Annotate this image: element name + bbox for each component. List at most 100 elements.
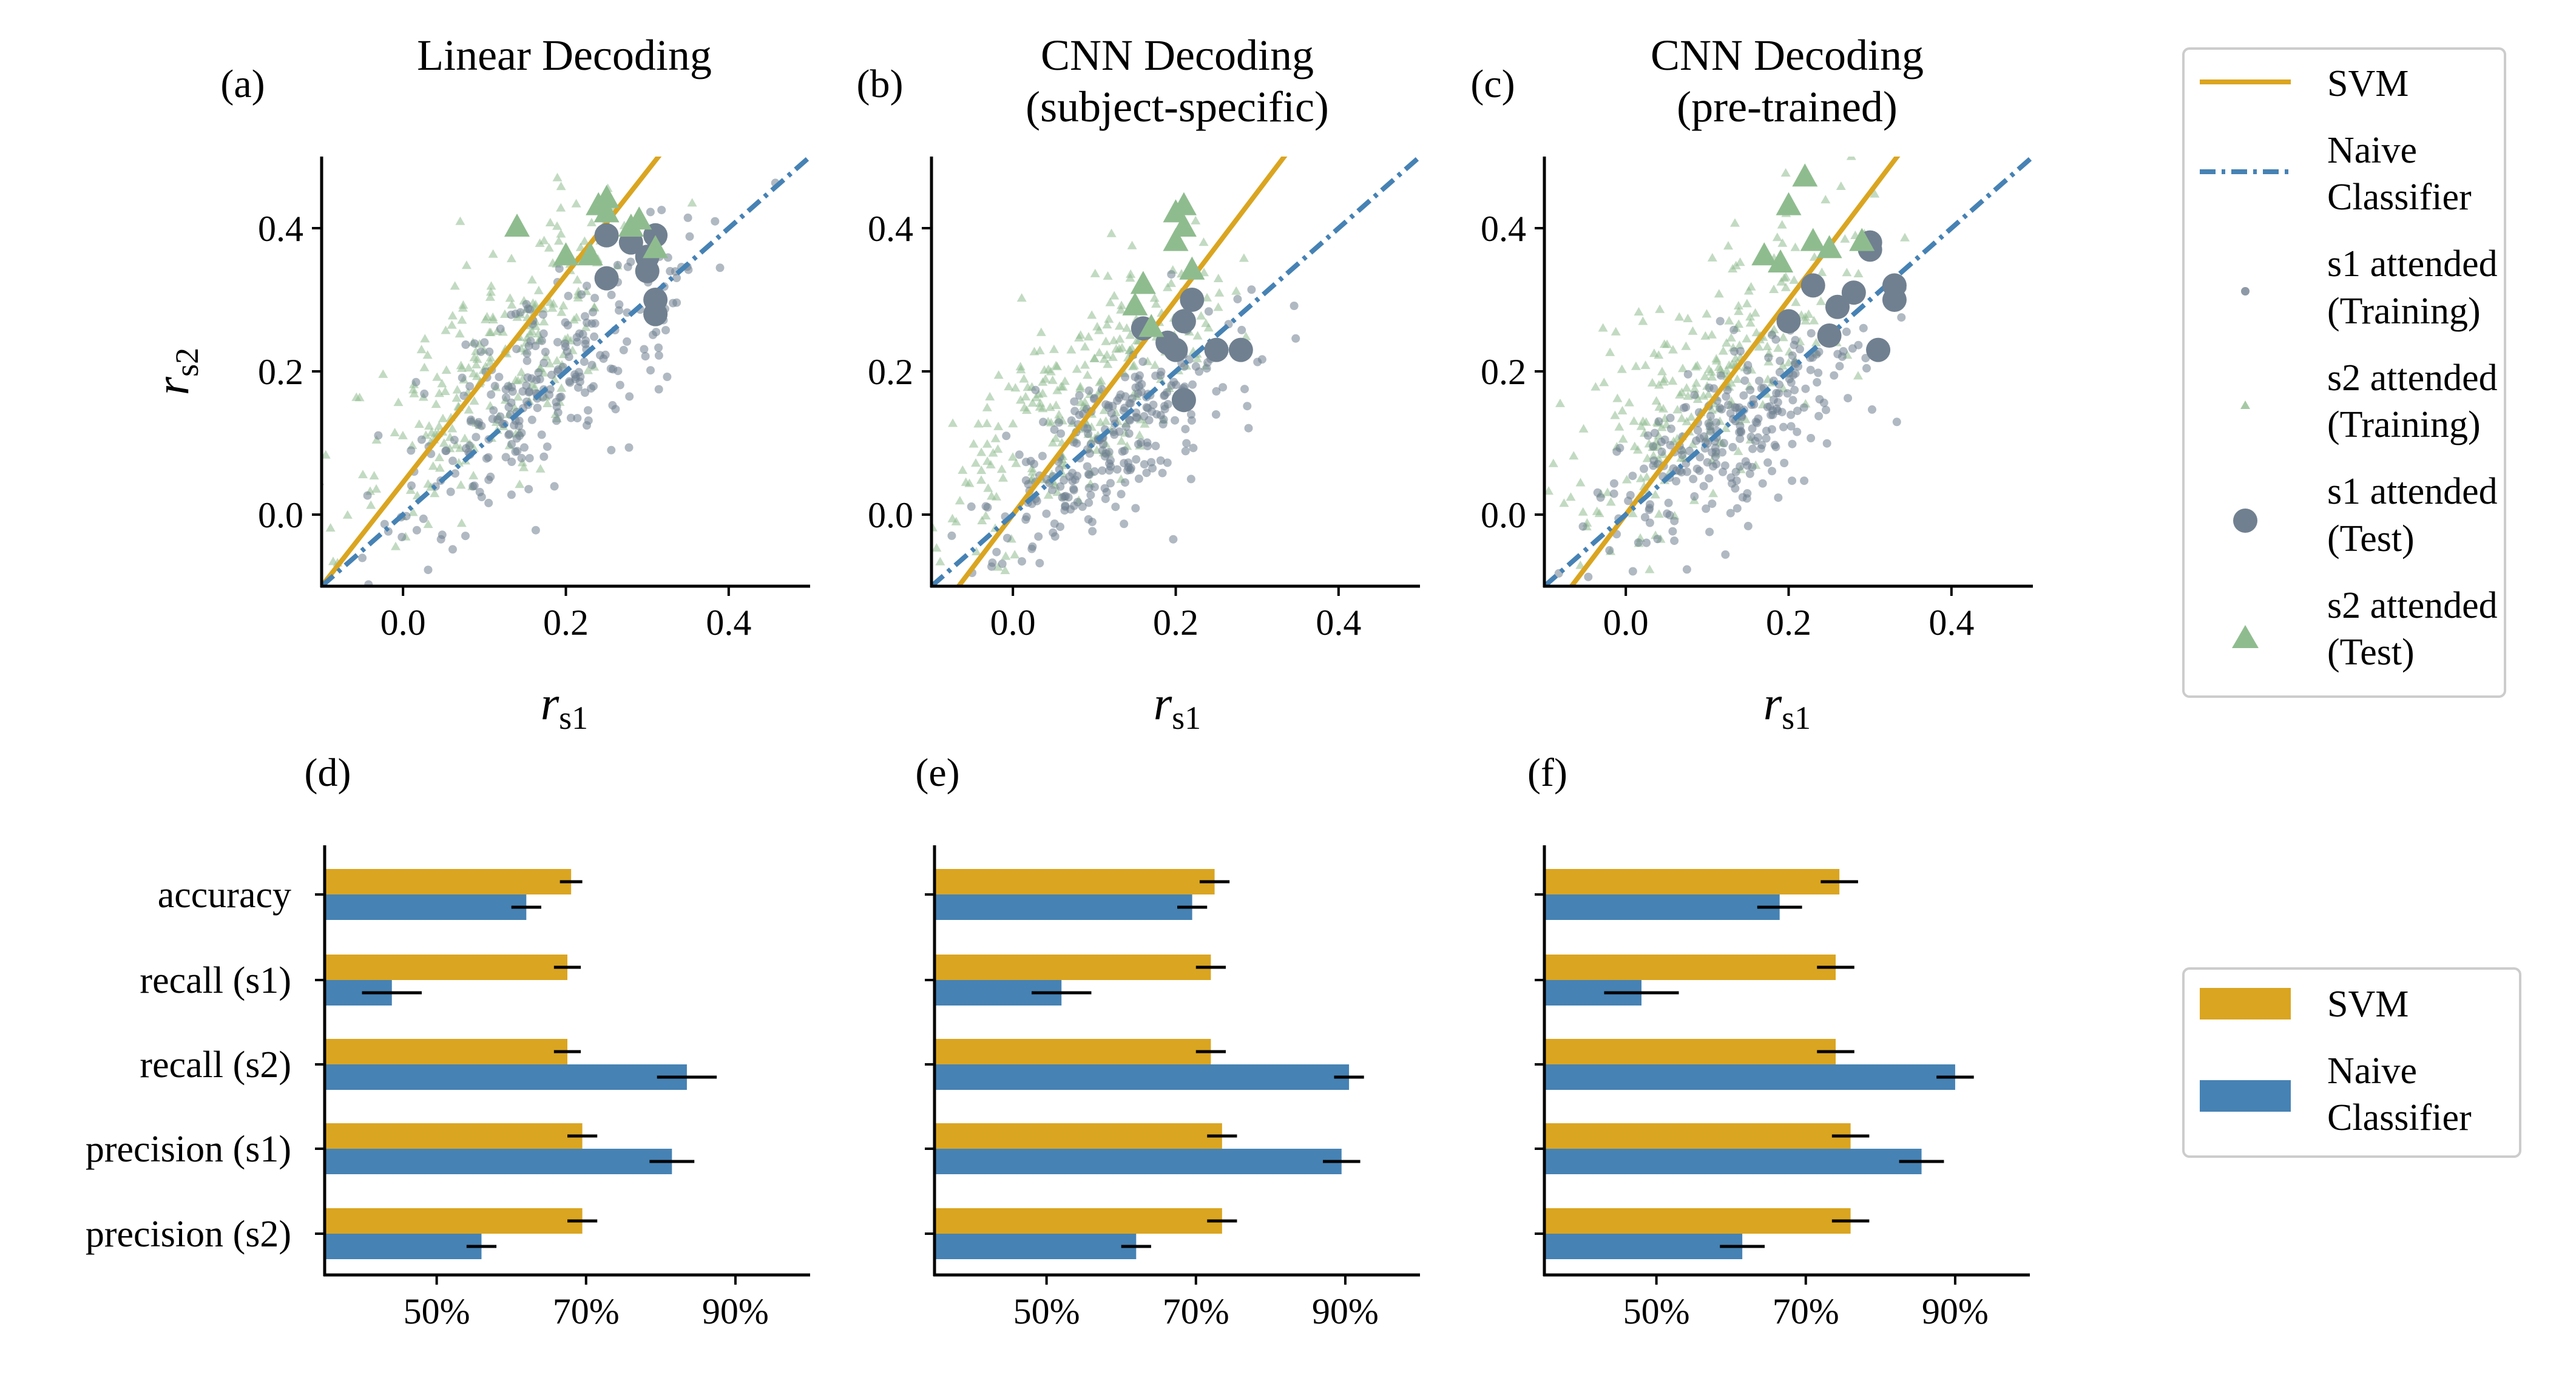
s2-training-point	[1000, 566, 1010, 575]
s2-training-point	[438, 413, 448, 422]
s1-training-point	[1237, 325, 1246, 334]
s1-training-point	[615, 380, 624, 390]
s1-training-point	[1034, 532, 1043, 541]
s2-training-point	[1117, 436, 1127, 445]
s1-test-point	[643, 302, 668, 326]
s1-training-point	[1844, 394, 1853, 403]
s1-training-point	[1137, 380, 1146, 389]
s2-training-point	[1654, 509, 1664, 518]
s2-training-point	[434, 453, 444, 461]
s1-training-point	[539, 452, 549, 461]
s2-training-point	[452, 385, 462, 394]
s1-training-point	[1202, 364, 1211, 373]
s2-training-point	[485, 357, 495, 366]
s1-training-point	[507, 490, 516, 499]
s2-training-point	[1618, 434, 1628, 443]
s1-training-point	[522, 381, 531, 390]
s1-training-point	[1728, 479, 1737, 488]
s2-training-point	[461, 260, 472, 269]
s1-training-point	[1736, 427, 1745, 436]
s2-training-point	[1090, 268, 1100, 277]
s2-test-point	[1138, 314, 1165, 337]
s2-training-point	[457, 315, 467, 324]
s2-training-point	[1198, 237, 1209, 246]
s1-training-point	[1211, 410, 1220, 419]
s1-training-point	[1084, 498, 1094, 507]
s1-training-point	[442, 446, 451, 455]
s1-training-point	[1862, 363, 1871, 373]
s2-training-point	[432, 372, 442, 381]
s1-training-point	[1762, 427, 1771, 436]
s1-training-point	[1670, 536, 1679, 546]
s1-training-point	[615, 306, 623, 315]
s1-training-point	[1806, 365, 1815, 374]
s1-training-point	[480, 338, 489, 347]
s2-training-point	[460, 433, 470, 442]
s1-training-point	[1788, 476, 1797, 485]
s2-training-point	[1196, 311, 1206, 320]
s1-test-point	[594, 223, 619, 248]
s1-training-point	[515, 422, 524, 431]
s1-training-point	[1711, 447, 1720, 456]
legend-bar: SVM Naive Classifier	[2182, 967, 2521, 1158]
s2-training-point	[1072, 364, 1082, 373]
s1-training-point	[565, 377, 574, 386]
s2-training-point	[931, 543, 942, 552]
s2-training-point	[913, 547, 922, 556]
s1-training-point	[683, 213, 692, 222]
x-tick-label: 0.2	[543, 603, 589, 643]
s2-training-point	[1628, 509, 1638, 518]
s1-training-point	[1719, 467, 1727, 476]
legend-scatter-frame	[2182, 47, 2506, 698]
s1-training-point	[1149, 401, 1158, 410]
s2-training-point	[1853, 371, 1863, 380]
s2-training-point	[434, 421, 444, 430]
naive-bar	[1544, 1234, 1743, 1259]
s2-training-point	[1722, 365, 1732, 374]
s1-training-point	[1018, 557, 1026, 566]
s2-training-point	[1624, 397, 1634, 407]
s1-training-point	[501, 393, 510, 402]
legend-s1-train-marker	[2241, 287, 2250, 296]
s2-training-point	[1049, 344, 1059, 353]
s2-training-point	[1734, 319, 1744, 328]
s2-training-point	[1769, 285, 1779, 293]
s2-training-point	[1027, 464, 1037, 473]
s1-training-point	[1628, 567, 1637, 576]
s1-training-point	[1717, 405, 1726, 414]
s1-training-point	[1822, 439, 1831, 448]
s2-training-point	[471, 360, 481, 369]
s1-training-point	[1075, 391, 1084, 400]
s1-training-point	[1244, 424, 1253, 433]
s1-training-point	[1624, 496, 1633, 505]
s1-training-point	[1716, 371, 1725, 380]
s1-training-point	[1002, 431, 1011, 441]
s1-training-point	[490, 382, 499, 391]
s2-training-point	[908, 624, 918, 633]
s2-training-point	[556, 181, 566, 191]
s1-training-point	[1002, 533, 1012, 543]
s2-training-point	[1636, 421, 1646, 430]
s2-training-point	[572, 313, 581, 322]
s2-training-point	[1117, 300, 1127, 309]
s1-training-point	[1188, 380, 1197, 389]
s1-training-point	[1649, 442, 1658, 451]
s2-training-point	[1010, 550, 1020, 559]
s2-training-point	[1779, 273, 1790, 282]
svm-decision-line	[322, 157, 662, 586]
s1-training-point	[1814, 411, 1824, 421]
s2-training-point	[539, 235, 549, 245]
s2-training-point	[1641, 472, 1652, 481]
s2-training-point	[544, 243, 554, 252]
s1-training-point	[640, 345, 649, 354]
s1-training-point	[1780, 459, 1789, 467]
s2-training-point	[1702, 309, 1712, 318]
s2-training-point	[437, 379, 447, 388]
s2-training-point	[976, 475, 986, 484]
x-tick-label: 0.4	[1316, 603, 1361, 643]
s1-training-point	[1088, 527, 1097, 536]
s1-training-point	[619, 345, 628, 354]
s2-training-point	[533, 285, 544, 294]
x-tick-label: 50%	[404, 1291, 470, 1331]
s1-training-point	[1706, 411, 1715, 421]
